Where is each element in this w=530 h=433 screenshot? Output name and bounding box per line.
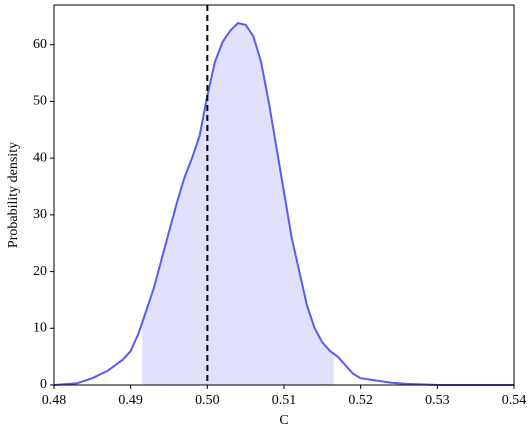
x-tick-label: 0.54 <box>502 393 527 408</box>
x-tick-label: 0.49 <box>118 393 143 408</box>
y-axis-label: Probability density <box>6 142 21 248</box>
x-tick-label: 0.50 <box>195 393 220 408</box>
y-tick-label: 60 <box>33 37 47 52</box>
x-tick-label: 0.53 <box>425 393 450 408</box>
x-tick-label: 0.52 <box>348 393 373 408</box>
y-tick-label: 40 <box>33 150 47 165</box>
y-tick-label: 30 <box>33 207 47 222</box>
interval-area <box>142 23 334 385</box>
y-tick-label: 50 <box>33 94 47 109</box>
x-tick-label: 0.51 <box>272 393 297 408</box>
x-axis-label: C <box>279 413 288 428</box>
density-line <box>53 22 514 386</box>
y-tick-label: 0 <box>40 377 47 392</box>
x-tick-label: 0.48 <box>42 393 67 408</box>
y-tick-label: 20 <box>33 264 47 279</box>
y-tick-label: 10 <box>33 321 47 336</box>
